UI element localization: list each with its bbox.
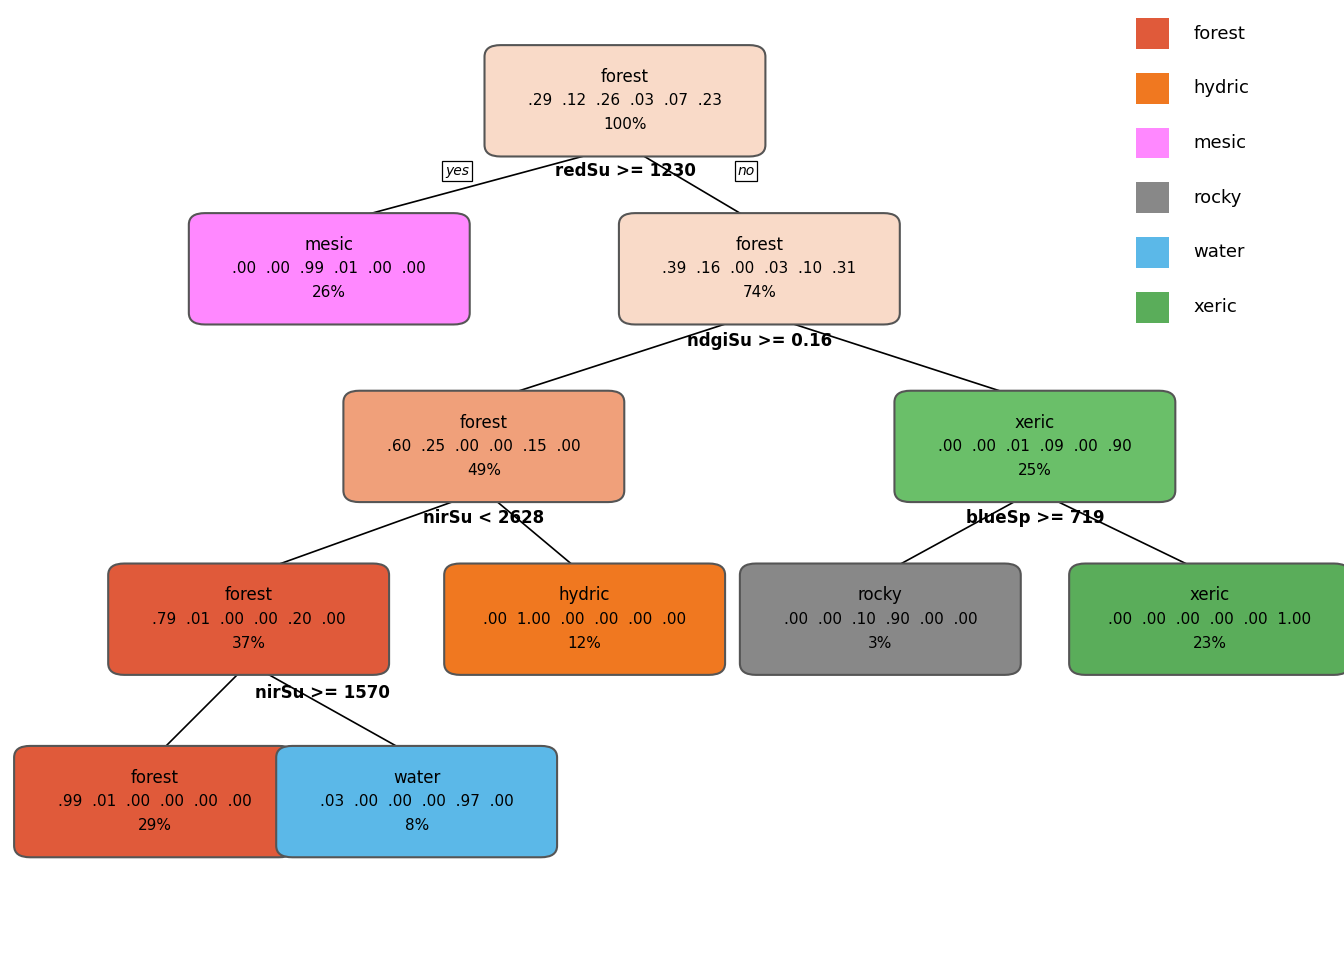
FancyBboxPatch shape — [895, 391, 1175, 502]
Text: mesic: mesic — [305, 236, 353, 254]
FancyBboxPatch shape — [444, 564, 726, 675]
Text: .60  .25  .00  .00  .15  .00: .60 .25 .00 .00 .15 .00 — [387, 439, 581, 454]
Text: blueSp >= 719: blueSp >= 719 — [965, 510, 1105, 527]
Text: nirSu >= 1570: nirSu >= 1570 — [255, 684, 390, 702]
Text: 37%: 37% — [231, 636, 266, 651]
Text: nirSu < 2628: nirSu < 2628 — [423, 510, 544, 527]
Text: 100%: 100% — [603, 117, 646, 132]
Text: 74%: 74% — [742, 285, 777, 300]
Text: .39  .16  .00  .03  .10  .31: .39 .16 .00 .03 .10 .31 — [663, 261, 856, 276]
Text: .03  .00  .00  .00  .97  .00: .03 .00 .00 .00 .97 .00 — [320, 794, 513, 809]
Text: 29%: 29% — [137, 818, 172, 833]
Text: hydric: hydric — [559, 587, 610, 605]
Bar — [1136, 182, 1169, 213]
FancyBboxPatch shape — [188, 213, 469, 324]
Text: ndgiSu >= 0.16: ndgiSu >= 0.16 — [687, 332, 832, 349]
Text: xeric: xeric — [1193, 299, 1238, 316]
Text: .00  .00  .00  .00  .00  1.00: .00 .00 .00 .00 .00 1.00 — [1107, 612, 1312, 627]
Bar — [1136, 237, 1169, 268]
Text: .00  .00  .99  .01  .00  .00: .00 .00 .99 .01 .00 .00 — [233, 261, 426, 276]
FancyBboxPatch shape — [485, 45, 766, 156]
Text: rocky: rocky — [857, 587, 903, 605]
Text: forest: forest — [224, 587, 273, 605]
Text: forest: forest — [735, 236, 784, 254]
Text: xeric: xeric — [1189, 587, 1230, 605]
Text: water: water — [1193, 244, 1245, 261]
Text: 49%: 49% — [466, 463, 501, 478]
Text: .00  1.00  .00  .00  .00  .00: .00 1.00 .00 .00 .00 .00 — [482, 612, 687, 627]
FancyBboxPatch shape — [108, 564, 390, 675]
Text: 23%: 23% — [1192, 636, 1227, 651]
Text: .29  .12  .26  .03  .07  .23: .29 .12 .26 .03 .07 .23 — [528, 93, 722, 108]
Text: hydric: hydric — [1193, 80, 1250, 97]
FancyBboxPatch shape — [739, 564, 1020, 675]
FancyBboxPatch shape — [1070, 564, 1344, 675]
FancyBboxPatch shape — [277, 746, 556, 857]
FancyBboxPatch shape — [343, 391, 624, 502]
Bar — [1136, 73, 1169, 104]
Bar — [1136, 128, 1169, 158]
FancyBboxPatch shape — [15, 746, 294, 857]
Bar — [1136, 18, 1169, 49]
Bar — [1136, 292, 1169, 323]
Text: 8%: 8% — [405, 818, 429, 833]
Text: no: no — [738, 164, 754, 178]
Text: water: water — [392, 769, 441, 787]
Text: rocky: rocky — [1193, 189, 1242, 206]
Text: forest: forest — [1193, 25, 1246, 42]
Text: .00  .00  .10  .90  .00  .00: .00 .00 .10 .90 .00 .00 — [784, 612, 977, 627]
Text: redSu >= 1230: redSu >= 1230 — [555, 162, 695, 180]
Text: 25%: 25% — [1017, 463, 1052, 478]
Text: 3%: 3% — [868, 636, 892, 651]
Text: forest: forest — [130, 769, 179, 787]
Text: .00  .00  .01  .09  .00  .90: .00 .00 .01 .09 .00 .90 — [938, 439, 1132, 454]
Text: yes: yes — [445, 164, 469, 178]
Text: .79  .01  .00  .00  .20  .00: .79 .01 .00 .00 .20 .00 — [152, 612, 345, 627]
Text: 26%: 26% — [312, 285, 347, 300]
Text: forest: forest — [460, 414, 508, 432]
Text: mesic: mesic — [1193, 134, 1246, 152]
Text: forest: forest — [601, 68, 649, 86]
Text: 12%: 12% — [567, 636, 602, 651]
Text: .99  .01  .00  .00  .00  .00: .99 .01 .00 .00 .00 .00 — [58, 794, 251, 809]
FancyBboxPatch shape — [618, 213, 899, 324]
Text: xeric: xeric — [1015, 414, 1055, 432]
